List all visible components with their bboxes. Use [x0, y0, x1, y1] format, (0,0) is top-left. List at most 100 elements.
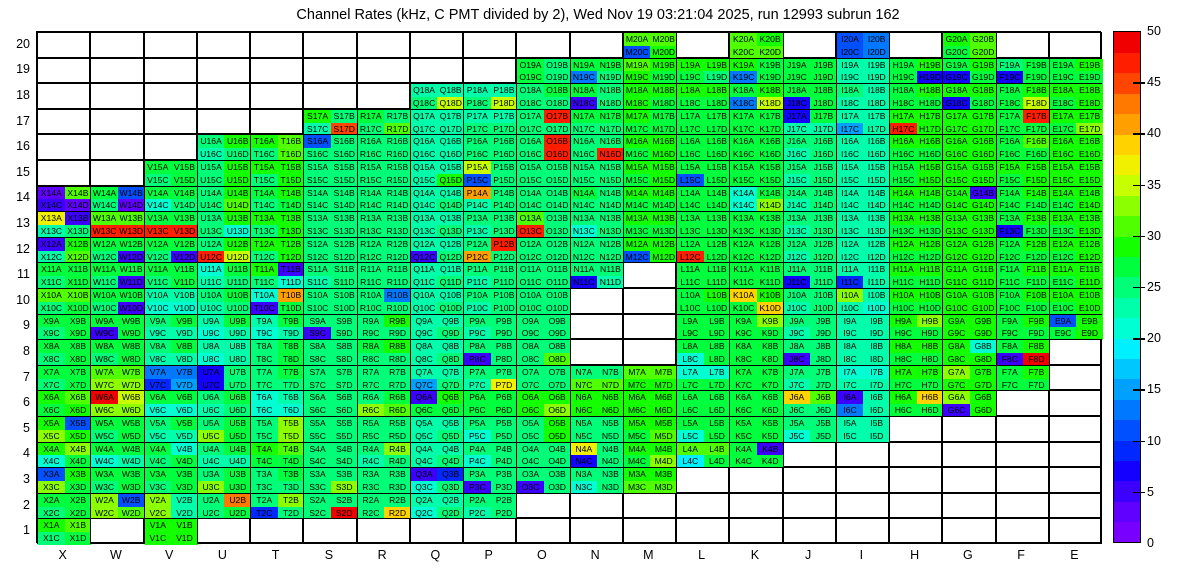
heatmap-cell-empty	[995, 467, 1049, 493]
heatmap-subcell: K15A	[730, 161, 757, 174]
heatmap-subcell: K10D	[756, 301, 784, 315]
heatmap-subcell: I14B	[863, 186, 890, 200]
heatmap-subcell: L8C	[677, 352, 704, 366]
heatmap-subcell: P4C	[464, 455, 491, 469]
heatmap-subcell: L8D	[703, 352, 731, 366]
y-axis-label: 10	[16, 292, 30, 307]
heatmap-cell: P3A P3B P3C P3D	[463, 467, 518, 494]
heatmap-subcell: P3C	[464, 480, 491, 494]
y-axis-label: 2	[23, 497, 30, 512]
heatmap-cell-empty	[196, 32, 250, 58]
heatmap-subcell: Q17A	[410, 109, 438, 123]
heatmap-subcell: V3A	[144, 468, 172, 481]
heatmap-subcell: E16C	[1049, 148, 1077, 161]
heatmap-subcell: S4C	[304, 455, 331, 469]
heatmap-subcell: K14A	[730, 186, 757, 200]
heatmap-subcell: I14A	[836, 186, 864, 200]
heatmap-subcell: M18B	[650, 84, 677, 97]
heatmap-cell: T12A T12B T12C T12D	[250, 236, 305, 264]
heatmap-subcell: J19A	[783, 58, 811, 72]
heatmap-subcell: O7D	[543, 378, 571, 392]
heatmap-subcell: U12C	[197, 250, 225, 264]
heatmap-cell: F17A F17B F17C F17D	[995, 108, 1050, 136]
x-axis-label: U	[217, 548, 227, 562]
heatmap-subcell: I10D	[863, 301, 890, 315]
heatmap-subcell: J8C	[783, 352, 811, 366]
heatmap-subcell: I9D	[863, 327, 890, 341]
heatmap-cell: K5A K5B K5C K5D	[729, 416, 784, 443]
y-axis-label: 18	[16, 88, 30, 102]
heatmap-cell: K6A K6B K6C K6D	[729, 390, 784, 417]
heatmap-subcell: V11B	[171, 263, 198, 277]
heatmap-subcell: G13C	[943, 224, 970, 238]
heatmap-subcell: T3A	[251, 468, 278, 481]
heatmap-subcell: X1D	[64, 532, 92, 545]
heatmap-subcell: V14C	[144, 199, 172, 213]
heatmap-subcell: G11C	[943, 276, 970, 289]
heatmap-subcell: O5B	[543, 417, 571, 430]
heatmap-cell: P16A P16B P16C P16D	[463, 134, 518, 161]
heatmap-subcell: L9A	[677, 314, 704, 328]
heatmap-subcell: E11C	[1049, 276, 1077, 289]
heatmap-cell: K11A K11B K11C K11D	[729, 262, 784, 289]
heatmap-cell-empty	[889, 416, 943, 442]
heatmap-subcell: O15D	[543, 173, 571, 187]
heatmap-subcell: K6C	[730, 404, 757, 417]
heatmap-subcell: F10C	[996, 301, 1024, 315]
heatmap-subcell: L19A	[677, 58, 704, 72]
heatmap-subcell: U8A	[197, 340, 225, 353]
heatmap-subcell: I9A	[836, 314, 864, 328]
heatmap-subcell: J15D	[810, 173, 837, 187]
heatmap-cell: K14A K14B K14C K14D	[729, 185, 784, 213]
heatmap-subcell: G19B	[969, 58, 997, 72]
heatmap-cell: T15A T15B T15C T15D	[250, 160, 305, 187]
heatmap-subcell: F7D	[1023, 378, 1050, 392]
heatmap-subcell: K19A	[730, 58, 757, 72]
heatmap-cell: F15A F15B F15C F15D	[995, 160, 1050, 187]
heatmap-subcell: U3A	[197, 468, 225, 481]
heatmap-subcell: S2B	[330, 493, 358, 507]
heatmap-subcell: W4B	[117, 442, 145, 456]
heatmap-subcell: S4A	[304, 442, 331, 456]
heatmap-cell: R4A R4B R4C R4D	[356, 441, 411, 469]
heatmap-subcell: V12A	[144, 237, 172, 251]
heatmap-subcell: U2B	[224, 493, 251, 507]
heatmap-subcell: E11B	[1076, 263, 1103, 277]
heatmap-cell: P4A P4B P4C P4D	[463, 441, 518, 469]
heatmap-subcell: N17D	[597, 122, 624, 136]
heatmap-subcell: X1B	[64, 519, 92, 533]
heatmap-cell: S14A S14B S14C S14D	[303, 185, 358, 213]
heatmap-subcell: T16D	[277, 148, 305, 161]
heatmap-subcell: P11A	[464, 263, 491, 277]
heatmap-cell: E16A E16B E16C E16D	[1048, 134, 1103, 161]
heatmap-subcell: J10B	[810, 289, 837, 302]
heatmap-subcell: K11B	[756, 263, 784, 277]
heatmap-subcell: Q12D	[437, 250, 464, 264]
heatmap-cell: Q10A Q10B Q10C Q10D	[409, 288, 464, 315]
heatmap-subcell: Q7D	[437, 378, 464, 392]
heatmap-subcell: W13D	[117, 224, 145, 238]
heatmap-subcell: N6D	[597, 404, 624, 417]
heatmap-subcell: I5A	[836, 417, 864, 430]
heatmap-subcell: K17A	[730, 109, 757, 123]
heatmap-subcell: H15C	[890, 173, 917, 187]
heatmap-subcell: P7B	[490, 365, 518, 379]
heatmap-cell: I9A I9B I9C I9D	[835, 313, 890, 341]
heatmap-subcell: I20B	[863, 33, 890, 46]
heatmap-subcell: O7C	[517, 378, 544, 392]
heatmap-subcell: T16B	[277, 135, 305, 149]
heatmap-subcell: J5B	[810, 417, 837, 430]
heatmap-subcell: P4A	[464, 442, 491, 456]
heatmap-cell: M15A M15B M15C M15D	[622, 160, 677, 187]
heatmap-subcell: G20A	[943, 33, 970, 46]
heatmap-subcell: Q14D	[437, 199, 464, 213]
heatmap-subcell: I7A	[836, 365, 864, 379]
heatmap-subcell: H7A	[890, 365, 917, 379]
heatmap-cell-empty	[1048, 492, 1102, 519]
heatmap-subcell: V5C	[144, 429, 172, 443]
heatmap-cell: R6A R6B R6C R6D	[356, 390, 411, 417]
heatmap-subcell: O16B	[543, 135, 571, 149]
heatmap-subcell: R13D	[384, 224, 411, 238]
heatmap-subcell: J16C	[783, 148, 811, 161]
heatmap-subcell: L6B	[703, 391, 731, 405]
